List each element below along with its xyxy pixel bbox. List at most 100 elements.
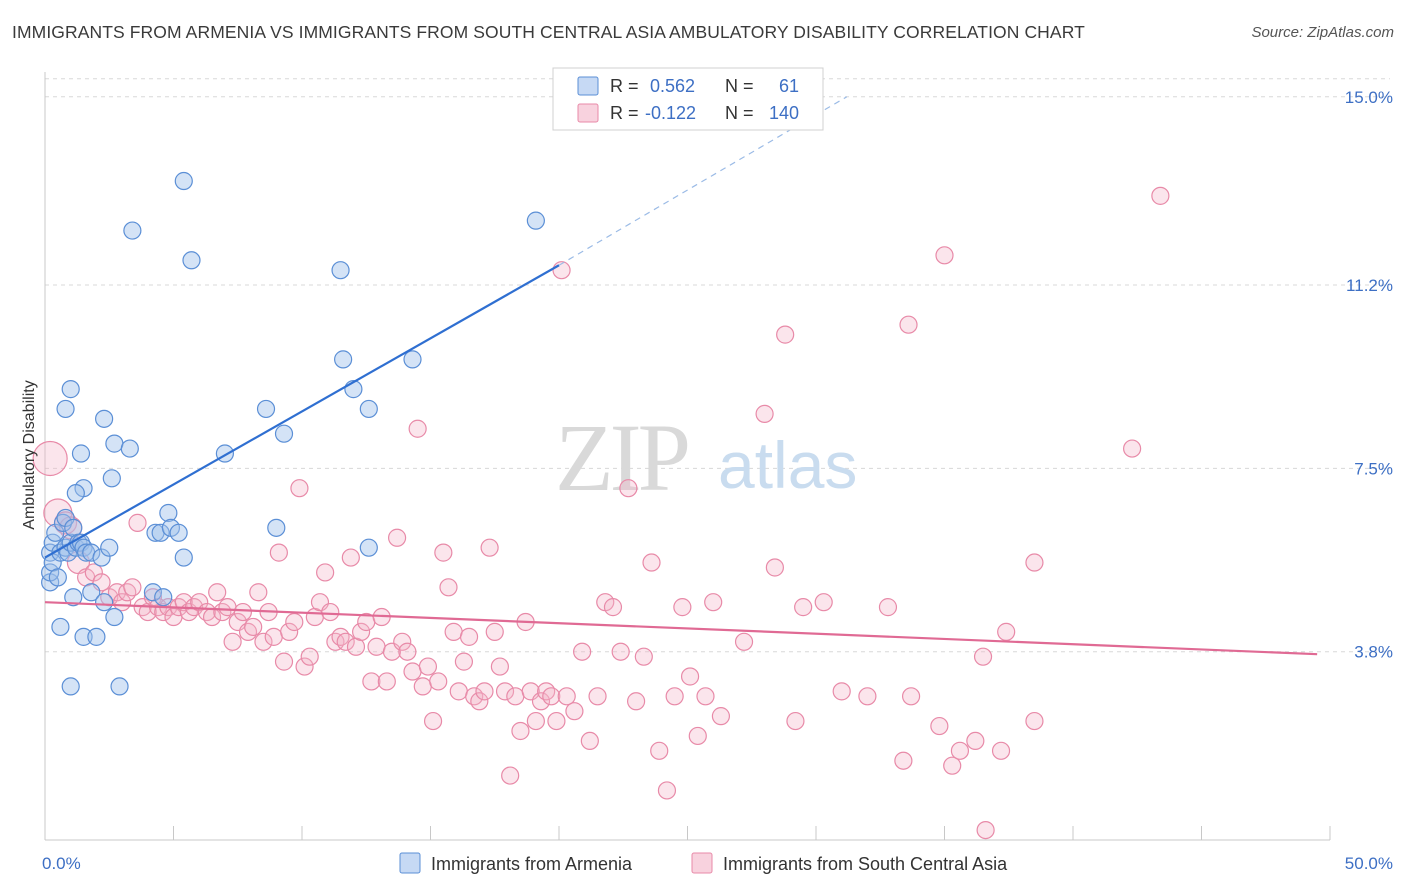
- x-tick-label-1: 50.0%: [1345, 854, 1393, 873]
- blue-point-23: [74, 627, 93, 646]
- pink-point-22: [174, 593, 193, 612]
- pink-point-72: [434, 543, 453, 562]
- blue-point-28: [100, 538, 119, 557]
- pink-point-50: [321, 602, 340, 622]
- y-tick-labels: 3.8% 7.5% 11.2% 15.0%: [1345, 88, 1393, 662]
- legend-r-value-1: 0.562: [650, 76, 695, 96]
- pink-point-63: [387, 528, 407, 547]
- blue-point-25: [87, 627, 106, 646]
- pink-point-142: [899, 315, 918, 334]
- pink-point-135: [997, 622, 1016, 641]
- pink-point-52: [331, 627, 350, 646]
- pink-point-67: [408, 419, 427, 438]
- legend-swatch-blue: [577, 76, 599, 96]
- pink-point-28: [208, 583, 227, 602]
- grid-lines: [45, 78, 1390, 653]
- blue-point-30: [110, 677, 129, 696]
- y-tick-label-1: 7.5%: [1354, 459, 1393, 478]
- y-tick-label-0: 3.8%: [1354, 643, 1393, 662]
- pink-point-91: [531, 692, 551, 711]
- pink-point-79: [470, 692, 489, 711]
- blue-point-35: [120, 439, 139, 458]
- pink-point-115: [704, 593, 723, 612]
- pink-point-125: [858, 687, 877, 706]
- pink-point-29: [213, 602, 232, 622]
- blue-point-49: [256, 399, 276, 419]
- blue-point-31: [61, 380, 80, 399]
- pink-point-42: [280, 622, 299, 641]
- pink-point-128: [901, 687, 921, 706]
- blue-point-32: [56, 399, 75, 419]
- pink-point-13: [128, 513, 147, 532]
- pink-point-36: [249, 583, 268, 602]
- pink-point-53: [336, 632, 355, 651]
- pink-point-30: [218, 598, 237, 617]
- blue-point-9: [56, 508, 75, 528]
- watermark: ZIP atlas: [555, 404, 857, 511]
- pink-point-37: [254, 632, 273, 651]
- pink-point-122: [794, 598, 813, 617]
- pink-point-73: [439, 578, 458, 597]
- blue-point-45: [154, 588, 173, 607]
- blue-point-51: [267, 518, 286, 537]
- blue-point-19: [82, 543, 101, 562]
- pink-point-33: [233, 602, 252, 622]
- pink-point-97: [565, 702, 584, 721]
- pink-point-114: [696, 687, 715, 706]
- pink-point-81: [480, 538, 499, 557]
- legend-r-label-2: R =: [610, 103, 639, 123]
- blue-point-54: [182, 251, 201, 270]
- trend-line-south-central-asia: [44, 601, 1318, 656]
- pink-point-141: [935, 246, 954, 265]
- pink-point-84: [495, 682, 515, 701]
- x-tick-labels: 0.0% 50.0%: [42, 854, 1393, 873]
- x-tick-label-0: 0.0%: [42, 854, 81, 873]
- legend-n-value-2: 140: [769, 103, 799, 123]
- pink-point-65: [398, 642, 417, 661]
- legend-r-value-2: -0.122: [645, 103, 696, 123]
- pink-point-117: [734, 632, 754, 651]
- blue-point-57: [359, 399, 378, 419]
- bottom-legend-label-armenia: Immigrants from Armenia: [431, 854, 633, 874]
- pink-point-86: [506, 687, 525, 706]
- pink-point-133: [973, 647, 993, 666]
- pink-point-87: [511, 721, 530, 741]
- pink-point-139: [1151, 186, 1170, 205]
- blue-point-55: [334, 350, 353, 369]
- pink-point-58: [362, 672, 381, 691]
- pink-point-102: [603, 598, 623, 617]
- pink-point-56: [352, 622, 371, 641]
- pink-point-6: [84, 563, 103, 582]
- pink-point-134: [991, 741, 1011, 760]
- chart-source: Source: ZipAtlas.com: [1251, 24, 1394, 41]
- bottom-legend: Immigrants from Armenia Immigrants from …: [399, 852, 1008, 874]
- blue-point-47: [174, 548, 193, 567]
- blue-point-43: [159, 503, 178, 523]
- legend-n-label-2: N =: [725, 103, 754, 123]
- series-armenia: [41, 171, 545, 696]
- watermark-atlas: atlas: [718, 428, 857, 502]
- pink-point-104: [619, 479, 638, 498]
- pink-point-121: [786, 711, 805, 731]
- legend-swatch-pink: [577, 103, 599, 123]
- blue-point-40: [143, 583, 163, 602]
- pink-point-41: [274, 652, 294, 671]
- pink-point-118: [755, 404, 774, 423]
- pink-point-69: [418, 657, 438, 676]
- pink-point-93: [542, 687, 561, 706]
- pink-point-83: [490, 657, 509, 676]
- pink-point-77: [459, 627, 479, 646]
- blue-point-8: [53, 513, 73, 532]
- pink-point-25: [190, 593, 209, 612]
- pink-point-75: [449, 682, 468, 701]
- pink-point-46: [300, 647, 319, 666]
- blue-point-24: [82, 583, 101, 602]
- blue-point-58: [403, 350, 422, 369]
- pink-point-109: [657, 781, 677, 800]
- pink-point-124: [832, 682, 851, 701]
- blue-point-27: [95, 593, 114, 612]
- blue-point-39: [66, 484, 85, 503]
- pink-point-103: [611, 642, 630, 661]
- legend-box: R = 0.562 N = 61 R = -0.122 N = 140: [552, 67, 824, 131]
